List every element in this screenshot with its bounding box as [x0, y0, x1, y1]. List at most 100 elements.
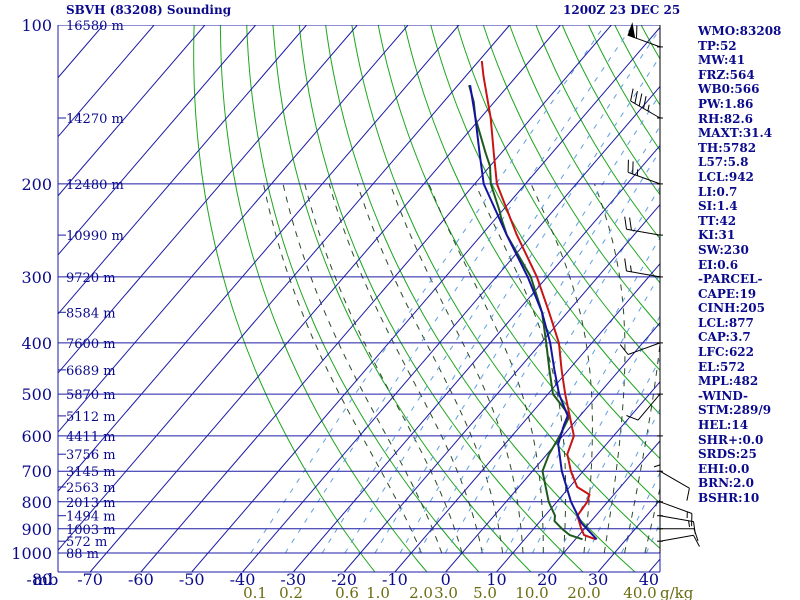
wind-barb-halfflag	[647, 104, 650, 112]
stat-item: L57:5.8	[698, 155, 749, 170]
height-label: 5112 m	[66, 410, 116, 425]
mixing-ratio-line	[344, 55, 660, 554]
chart-title: SBVH (83208) Sounding	[66, 3, 232, 17]
stat-item: LFC:622	[698, 345, 754, 360]
isotherm-line	[394, 262, 660, 572]
stat-item: -WIND-	[698, 388, 748, 403]
wind-barb-halfflag	[630, 265, 632, 272]
mixing-ratio-label: 2.0	[409, 584, 433, 600]
stat-item: MAXT:31.4	[698, 126, 773, 141]
wind-barb-flag	[686, 488, 690, 501]
temperature-label: -20	[331, 570, 357, 589]
stat-item: CAP:3.7	[698, 330, 751, 345]
stat-item: CINH:205	[698, 301, 765, 316]
stat-item: FRZ:564	[698, 67, 755, 82]
height-label: 9720 m	[66, 271, 116, 286]
wind-barb-flag	[624, 216, 627, 230]
stat-item: MW:41	[698, 53, 746, 68]
dry-adiabat	[403, 25, 660, 460]
wind-barb-halfflag	[688, 520, 690, 528]
height-label: 88 m	[66, 547, 99, 562]
isotherm-line	[58, 25, 155, 138]
temperature-label: -80	[26, 570, 52, 589]
pressure-label: 800	[21, 493, 52, 512]
wind-barb	[630, 100, 661, 119]
mixing-ratio-line	[374, 93, 660, 554]
stat-item: LI:0.7	[698, 184, 738, 199]
height-label: 2563 m	[66, 481, 116, 496]
stats-panel: WMO:83208 TP:52 MW:41 FRZ:564 WB0:566 PW:1.86…	[698, 24, 781, 506]
height-label: 7600 m	[66, 337, 116, 352]
stat-item: TT:42	[698, 213, 737, 228]
height-label: 12480 m	[66, 178, 124, 193]
temperature-label: 20	[537, 570, 557, 589]
stat-item: EHI:0.0	[698, 461, 750, 476]
isotherm-line	[58, 25, 511, 552]
mixing-ratio-label: 0.2	[279, 584, 303, 600]
pressure-label: 600	[21, 427, 52, 446]
temperature-label: 40	[639, 570, 659, 589]
stat-item: PW:1.86	[698, 96, 754, 111]
wind-profile	[619, 22, 700, 553]
temperature-label: -60	[128, 570, 154, 589]
moist-adiabat	[389, 183, 524, 554]
dry-adiabat	[509, 25, 660, 284]
wind-barb-flag	[693, 535, 700, 547]
height-label: 6689 m	[66, 364, 116, 379]
stat-item: BRN:2.0	[698, 476, 754, 491]
valid-time: 1200Z 23 DEC 25	[563, 3, 681, 17]
stat-item: SW:230	[698, 242, 749, 257]
temperature-label: -30	[280, 570, 306, 589]
dry-adiabat	[456, 25, 660, 372]
mixing-ratio-line	[444, 186, 660, 554]
stat-item: MPL:482	[698, 374, 759, 389]
pressure-label: 300	[21, 268, 52, 287]
wind-barb	[659, 501, 693, 514]
isotherm-line	[58, 25, 460, 492]
pressure-label: 500	[21, 385, 52, 404]
wind-barb	[659, 534, 694, 542]
stat-item: BSHR:10	[698, 491, 760, 505]
background-lines	[58, 25, 660, 572]
dry-adiabat	[430, 25, 660, 416]
stat-item: HEL:14	[698, 418, 749, 433]
temperature-label: -40	[230, 570, 256, 589]
dry-adiabat	[193, 25, 376, 572]
moist-adiabat	[356, 183, 504, 554]
temperature-label: -70	[77, 570, 103, 589]
dry-adiabat	[325, 25, 636, 572]
mixing-ratio-line	[417, 149, 660, 554]
wind-barb-flag	[693, 528, 699, 541]
wind-barb-flag	[638, 93, 643, 107]
dry-adiabat	[482, 25, 660, 328]
height-label: 3756 m	[66, 448, 116, 463]
dry-adiabat	[298, 25, 584, 572]
isotherm-line	[89, 25, 561, 572]
pressure-label: 100	[21, 16, 52, 35]
height-label: 14270 m	[66, 112, 124, 127]
stat-item: LCL:877	[698, 315, 754, 330]
mixing-ratio-line	[321, 27, 660, 554]
temperature-label: -10	[382, 570, 408, 589]
stat-item: KI:31	[698, 228, 736, 243]
wind-barb-flag	[634, 91, 638, 104]
stat-item: WB0:566	[698, 82, 760, 97]
mixing-ratio-line	[480, 236, 660, 554]
wind-barb-flag	[626, 415, 639, 421]
mixing-ratio-label: 1.0	[366, 584, 390, 600]
wind-barb	[626, 228, 661, 236]
mixing-ratio-label: 20.0	[567, 584, 600, 600]
stat-item: -PARCEL-	[698, 272, 763, 287]
moist-adiabat	[428, 183, 544, 553]
wind-barb	[626, 270, 661, 278]
mixing-ratio-unit: g/kg	[660, 584, 694, 600]
isotherm-line	[292, 144, 660, 572]
isotherm-line	[58, 25, 307, 315]
height-label: 4411 m	[66, 430, 116, 445]
stat-item: RH:82.6	[698, 111, 753, 126]
dry-adiabat	[377, 25, 660, 504]
dewpoint-trace	[468, 84, 583, 541]
isotherm-line	[546, 440, 660, 572]
moist-adiabat	[282, 183, 443, 554]
